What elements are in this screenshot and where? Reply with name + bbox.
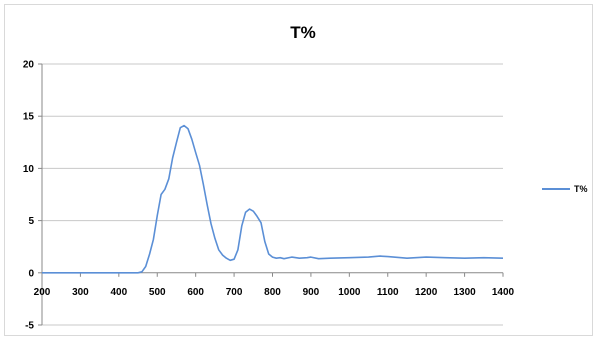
x-tick-label: 800 [264, 287, 281, 298]
y-tick-label: -5 [25, 321, 34, 332]
x-tick-label: 1300 [453, 287, 476, 298]
x-tick-label: 1000 [338, 287, 361, 298]
x-tick-label: 1200 [415, 287, 438, 298]
x-tick-label: 1400 [492, 287, 515, 298]
series-lines [42, 124, 504, 274]
chart-frame [4, 4, 593, 336]
x-tick-label: 700 [226, 287, 243, 298]
legend: T% [542, 184, 588, 194]
y-tick-label: 0 [28, 268, 34, 279]
y-tick-label: 10 [23, 164, 35, 175]
x-tick-label: 400 [110, 287, 127, 298]
x-tick-label: 1100 [377, 287, 399, 298]
y-tick-labels: -5 0 5 10 15 20 [23, 60, 35, 332]
x-tick-label: 300 [72, 287, 89, 298]
series-line [42, 124, 504, 274]
x-tick-label: 200 [34, 287, 51, 298]
x-tick-label: 900 [303, 287, 320, 298]
gridlines [42, 63, 503, 326]
legend-label-t-percent: T% [574, 184, 588, 194]
x-tick-labels: 200 300 400 500 600 700 800 900 1000 1100 1200 1300… [34, 287, 515, 298]
x-tick-label: 500 [149, 287, 166, 298]
chart-title: T% [290, 23, 316, 42]
y-tick-label: 20 [23, 60, 35, 71]
y-tick-label: 5 [28, 216, 34, 227]
y-tick-label: 15 [23, 112, 35, 123]
x-tick-label: 600 [187, 287, 204, 298]
